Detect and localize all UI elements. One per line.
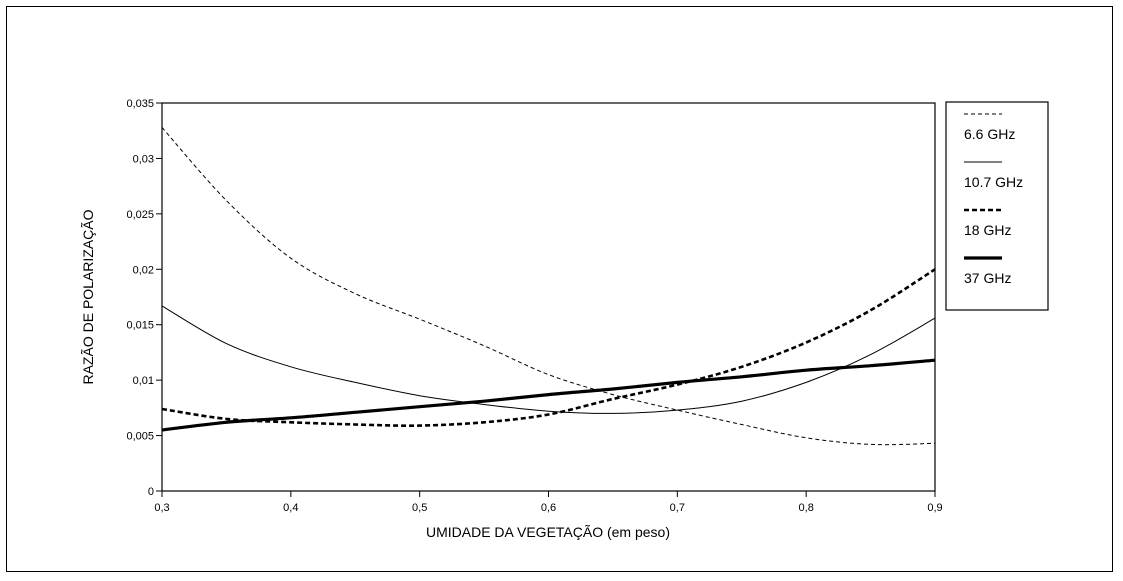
- figure-frame: 0 0,005 0,01 0,015 0,02 0,025 0,03 0,035 0,3 0,4…: [6, 6, 1113, 572]
- legend-box: [945, 101, 1049, 311]
- y-axis: 0 0,005 0,01 0,015 0,02 0,025 0,03 0,035: [126, 98, 162, 498]
- y-tick-label: 0,01: [133, 375, 154, 387]
- x-axis-title: UMIDADE DA VEGETAÇÃO (em peso): [426, 524, 670, 540]
- y-tick-label: 0,015: [126, 320, 154, 332]
- x-tick-label: 0,9: [927, 502, 942, 514]
- series-line-3: [161, 268, 936, 427]
- series-lines: [161, 127, 936, 446]
- x-tick-label: 0,6: [541, 502, 556, 514]
- legend-label-3: 18 GHz: [964, 222, 1011, 238]
- y-tick-label: 0,03: [133, 153, 154, 165]
- y-tick-label: 0,005: [126, 431, 154, 443]
- y-axis-title: RAZÃO DE POLARIZAÇÃO: [80, 209, 96, 384]
- series-line-2: [161, 305, 936, 414]
- plot-area: [161, 102, 936, 492]
- legend-label-2: 10.7 GHz: [964, 174, 1023, 190]
- legend: 6.6 GHz 10.7 GHz 18 GHz 37 GHz: [945, 101, 1049, 311]
- y-tick-label: 0,025: [126, 209, 154, 221]
- x-tick-label: 0,3: [154, 502, 169, 514]
- x-tick-label: 0,8: [799, 502, 814, 514]
- x-tick-label: 0,5: [412, 502, 427, 514]
- series-line-1: [161, 127, 936, 446]
- x-tick-label: 0,4: [283, 502, 298, 514]
- y-tick-label: 0: [148, 486, 154, 498]
- x-axis: 0,3 0,4 0,5 0,6 0,7 0,8 0,9: [154, 491, 943, 514]
- series-line-4: [161, 358, 936, 432]
- plot-border: [161, 102, 936, 492]
- legend-label-1: 6.6 GHz: [964, 126, 1015, 142]
- x-tick-label: 0,7: [670, 502, 685, 514]
- y-tick-label: 0,02: [133, 264, 154, 276]
- legend-label-4: 37 GHz: [964, 270, 1011, 286]
- y-tick-label: 0,035: [126, 98, 154, 110]
- line-chart: 0 0,005 0,01 0,015 0,02 0,025 0,03 0,035 0,3 0,4…: [80, 98, 1049, 540]
